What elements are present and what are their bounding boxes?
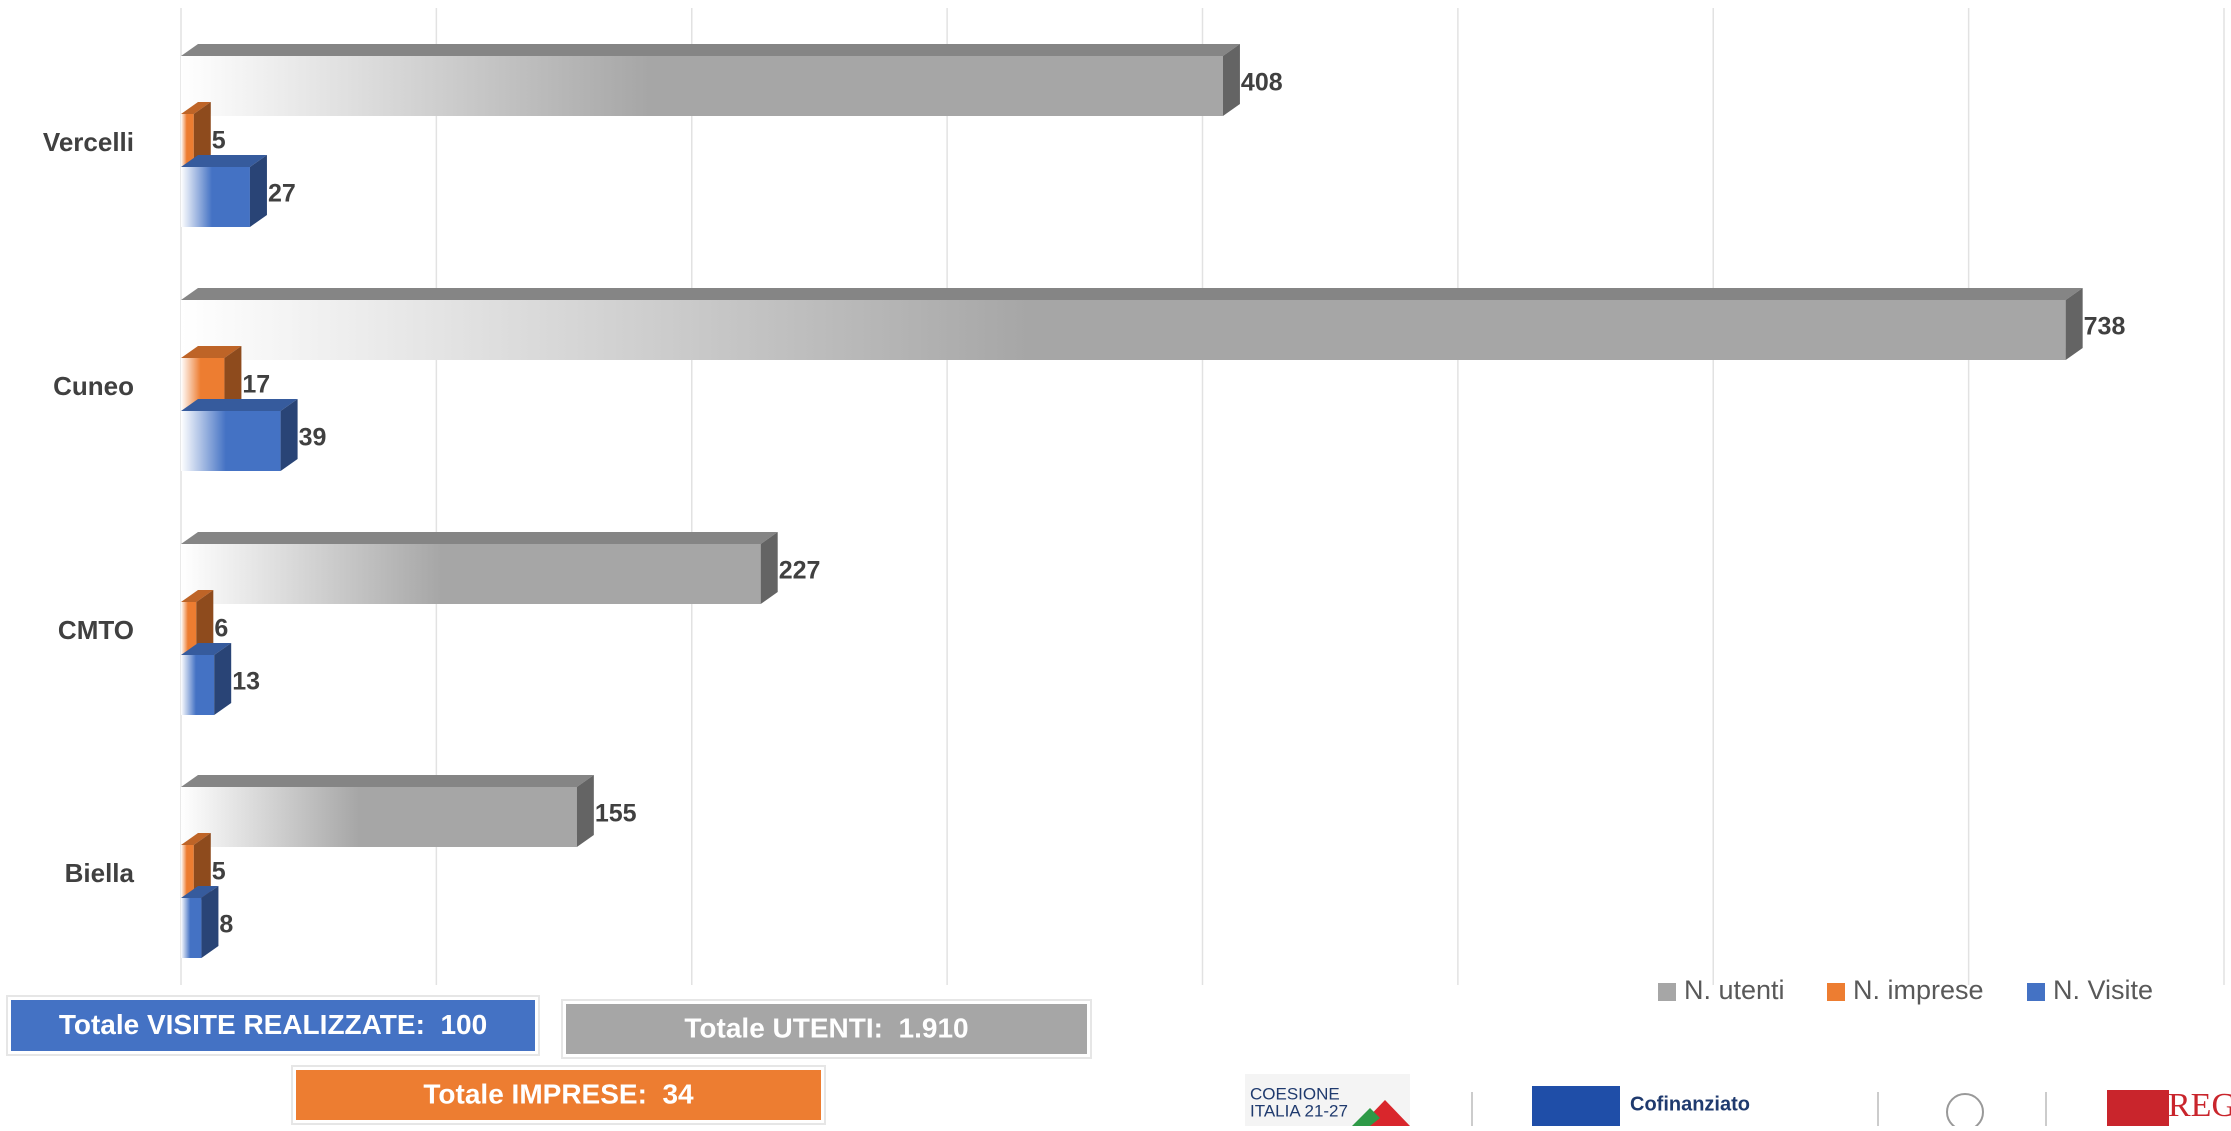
total-box [566,1004,1087,1054]
bar [181,167,250,227]
logo-eu: Cofinanziato [1630,1093,1750,1115]
bar-top [181,886,219,898]
value-label: 39 [299,424,327,452]
total-label: Totale UTENTI: 1.910 [684,1012,968,1043]
bar [181,411,281,471]
bar-side [2065,288,2083,360]
value-label: 227 [779,557,821,585]
value-label: 738 [2084,313,2126,341]
legend-label: N. utenti [1684,975,1785,1005]
category-label: Vercelli [43,127,134,157]
bar-side [760,532,778,604]
bar-top [181,643,232,655]
bar-top [181,155,267,167]
bar-top [181,288,2083,300]
bar [181,655,215,715]
bar-top [181,833,211,845]
bar [181,300,2066,360]
bar-top [181,102,211,114]
value-label: 5 [212,858,226,886]
category-label: Cuneo [53,371,134,401]
value-label: 408 [1241,69,1283,97]
bar-side [280,399,298,471]
bar-side [1222,44,1240,116]
value-label: 13 [232,668,260,696]
category-label: Biella [65,858,135,888]
value-label: 8 [219,911,233,939]
total-label: Totale IMPRESE: 34 [423,1078,694,1109]
legend-label: N. imprese [1853,975,1984,1005]
value-label: 27 [268,180,296,208]
legend-label: N. Visite [2053,975,2153,1005]
bar-top [181,346,242,358]
bar-top [181,775,594,787]
logo-emblem [1946,1093,1984,1131]
logo-coesione-mark2 [1352,1108,1380,1126]
total-box [11,1000,535,1051]
bar-top [181,44,1240,56]
total-label: Totale VISITE REALIZZATE: 100 [59,1009,487,1040]
bar-top [181,399,298,411]
bar-side [576,775,594,847]
value-label: 5 [212,127,226,155]
value-label: 155 [595,800,637,828]
bar-side [249,155,267,227]
value-label: 6 [214,615,228,643]
bar [181,544,761,604]
legend-swatch [2027,983,2045,1001]
bar [181,56,1223,116]
bar [181,845,194,905]
bar-top [181,590,214,602]
value-label: 17 [242,371,270,399]
logo-regione: REG [2168,1087,2231,1124]
logo-coesione-2: ITALIA 21-27 [1250,1101,1348,1120]
bar [181,114,194,174]
bar [181,898,202,958]
category-label: CMTO [58,615,134,645]
legend-swatch [1658,983,1676,1001]
logo-eu-flag [1532,1086,1620,1126]
bar-side [214,643,232,715]
logo-coesione: COESIONE [1250,1084,1340,1103]
bar-top [181,532,778,544]
legend-swatch [1827,983,1845,1001]
bar-side [201,886,219,958]
total-box [296,1070,821,1120]
bar [181,787,577,847]
logo-regione-flag [2107,1090,2169,1126]
